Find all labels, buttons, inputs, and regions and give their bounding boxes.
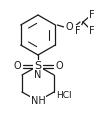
Text: O: O	[65, 22, 73, 32]
Text: NH: NH	[31, 96, 45, 106]
Text: F: F	[89, 26, 95, 36]
Text: O: O	[55, 61, 63, 71]
Text: O: O	[13, 61, 21, 71]
Text: F: F	[75, 26, 81, 36]
Text: N: N	[34, 70, 42, 80]
Text: F: F	[89, 10, 95, 20]
Text: HCl: HCl	[56, 91, 72, 100]
Text: S: S	[34, 61, 42, 71]
